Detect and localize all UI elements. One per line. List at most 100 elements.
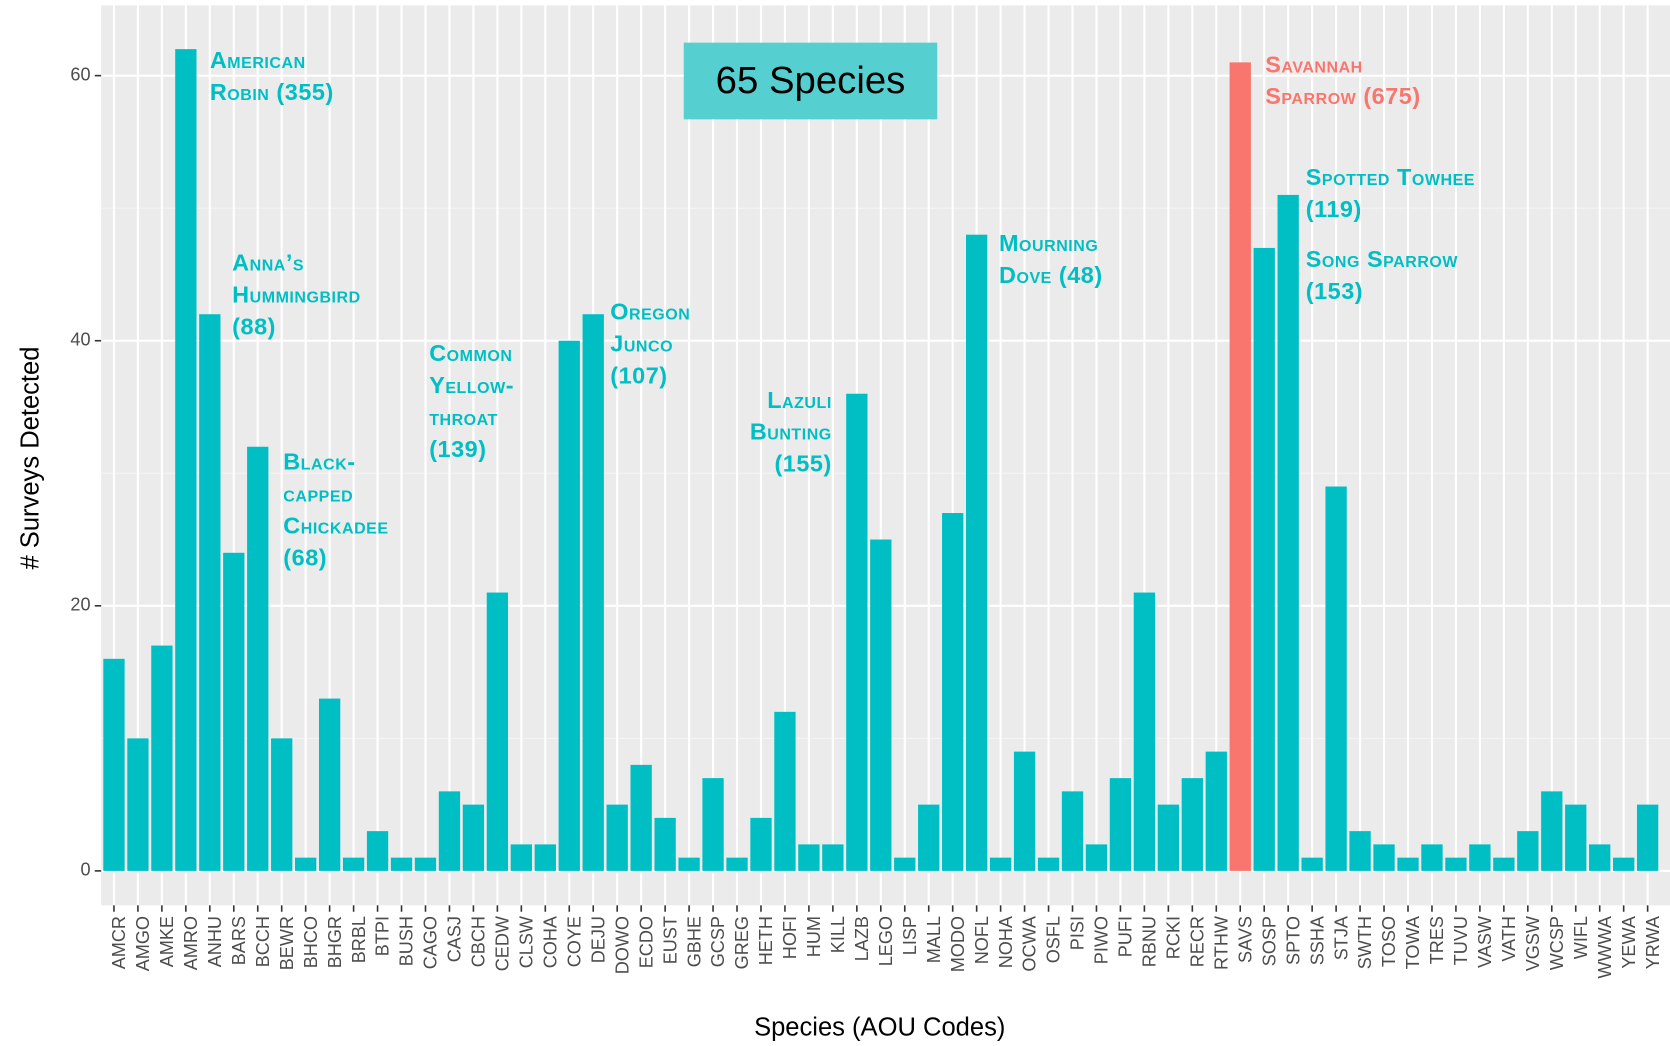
x-tick-label: GREG [732, 916, 752, 969]
bar [966, 234, 988, 871]
x-tick-label: BHGR [325, 916, 345, 968]
x-tick-label: TOWA [1403, 915, 1423, 969]
x-tick-label: DEJU [588, 916, 608, 963]
bar [510, 844, 532, 871]
bar [1541, 791, 1563, 871]
bar [271, 738, 293, 871]
x-tick-label: WIFL [1571, 916, 1591, 959]
bar [462, 804, 485, 871]
x-tick-label: BHCO [301, 916, 321, 968]
bar [702, 778, 724, 871]
x-tick-label: OSFL [1044, 916, 1064, 963]
x-tick-label: YEWA [1619, 915, 1639, 969]
bar [103, 658, 125, 871]
x-tick-label: BEWR [277, 916, 297, 970]
x-tick-label: GBHE [684, 916, 704, 967]
bar [846, 393, 868, 871]
bar [1565, 804, 1587, 871]
bar [247, 446, 269, 871]
x-tick-label: BUSH [397, 916, 417, 966]
bar [1085, 844, 1108, 871]
bar [151, 645, 173, 871]
bar [1229, 62, 1251, 871]
x-tick-label: SWTH [1355, 916, 1375, 969]
x-tick-label: BRBL [349, 916, 369, 963]
annotation: (139) [429, 436, 486, 462]
annotation: (119) [1306, 196, 1362, 222]
annotation: (88) [232, 313, 276, 339]
x-tick-label: WWWA [1595, 915, 1615, 979]
x-tick-label: HETH [756, 916, 776, 965]
bar [1109, 778, 1132, 871]
bar [199, 314, 221, 871]
bar [630, 764, 652, 871]
annotation: (68) [283, 544, 327, 570]
x-tick-label: COYE [564, 916, 584, 967]
bar [942, 513, 964, 871]
bar [223, 552, 245, 871]
annotation: Spotted Towhee [1306, 164, 1475, 190]
x-tick-label: MALL [924, 916, 944, 963]
bar [1636, 804, 1659, 871]
x-tick-label: LISP [900, 916, 920, 955]
x-tick-label: WCSP [1547, 916, 1567, 970]
bar [606, 804, 628, 871]
x-tick-label: TUVU [1451, 916, 1471, 965]
bar [1037, 857, 1060, 871]
bar [342, 857, 365, 871]
bar [1133, 592, 1156, 871]
x-tick-label: AMCR [109, 916, 129, 969]
bar [1301, 857, 1323, 871]
x-tick-label: HOFI [780, 916, 800, 959]
bar [1517, 831, 1539, 871]
x-tick-label: CBCH [469, 916, 489, 967]
x-tick-label: KILL [828, 916, 848, 953]
x-tick-label: BTPI [373, 916, 393, 956]
annotation: throat [429, 404, 498, 430]
bar [894, 857, 916, 871]
bar [1349, 831, 1371, 871]
bar [918, 804, 940, 871]
annotation: Anna’s [232, 249, 304, 275]
annotation: Bunting [750, 419, 832, 445]
x-tick-label: CASJ [445, 916, 465, 962]
x-tick-label: BARS [229, 916, 249, 965]
x-tick-label: CAGO [421, 916, 441, 969]
bar [1373, 844, 1395, 871]
bar [750, 817, 772, 871]
bar [318, 698, 341, 871]
x-tick-label: VATH [1499, 916, 1519, 962]
bar [582, 314, 604, 871]
bar [1469, 844, 1491, 871]
x-tick-label: STJA [1331, 915, 1351, 960]
y-tick-label: 20 [70, 595, 90, 615]
bar [414, 857, 437, 871]
annotation: Yellow- [429, 372, 514, 398]
annotation: Sparrow (675) [1265, 83, 1420, 109]
annotation: Common [429, 340, 512, 366]
x-tick-label: VASW [1475, 915, 1495, 968]
x-tick-label: CEDW [493, 915, 513, 971]
x-tick-label: SPTO [1283, 916, 1303, 965]
y-tick-label: 40 [70, 330, 90, 350]
x-tick-label: VGSW [1523, 915, 1543, 971]
bar [774, 711, 796, 871]
bar [127, 738, 149, 871]
x-tick-label: AMRO [181, 916, 201, 970]
x-tick-label: PIWO [1092, 916, 1112, 964]
x-tick-label: CLSW [517, 915, 537, 968]
x-tick-label: TRES [1427, 916, 1447, 964]
bar [486, 592, 509, 871]
x-tick-label: SOSP [1259, 916, 1279, 966]
chart-title: 65 Species [716, 59, 906, 102]
bar [822, 844, 844, 871]
bar [1397, 857, 1419, 871]
x-tick-label: NOHA [996, 915, 1016, 968]
x-tick-label: EUST [660, 916, 680, 964]
bar [1061, 791, 1084, 871]
annotation: Hummingbird [232, 281, 361, 307]
y-axis-title: # Surveys Detected [17, 347, 45, 570]
x-tick-label: LEGO [876, 916, 896, 966]
bar [1013, 751, 1036, 871]
